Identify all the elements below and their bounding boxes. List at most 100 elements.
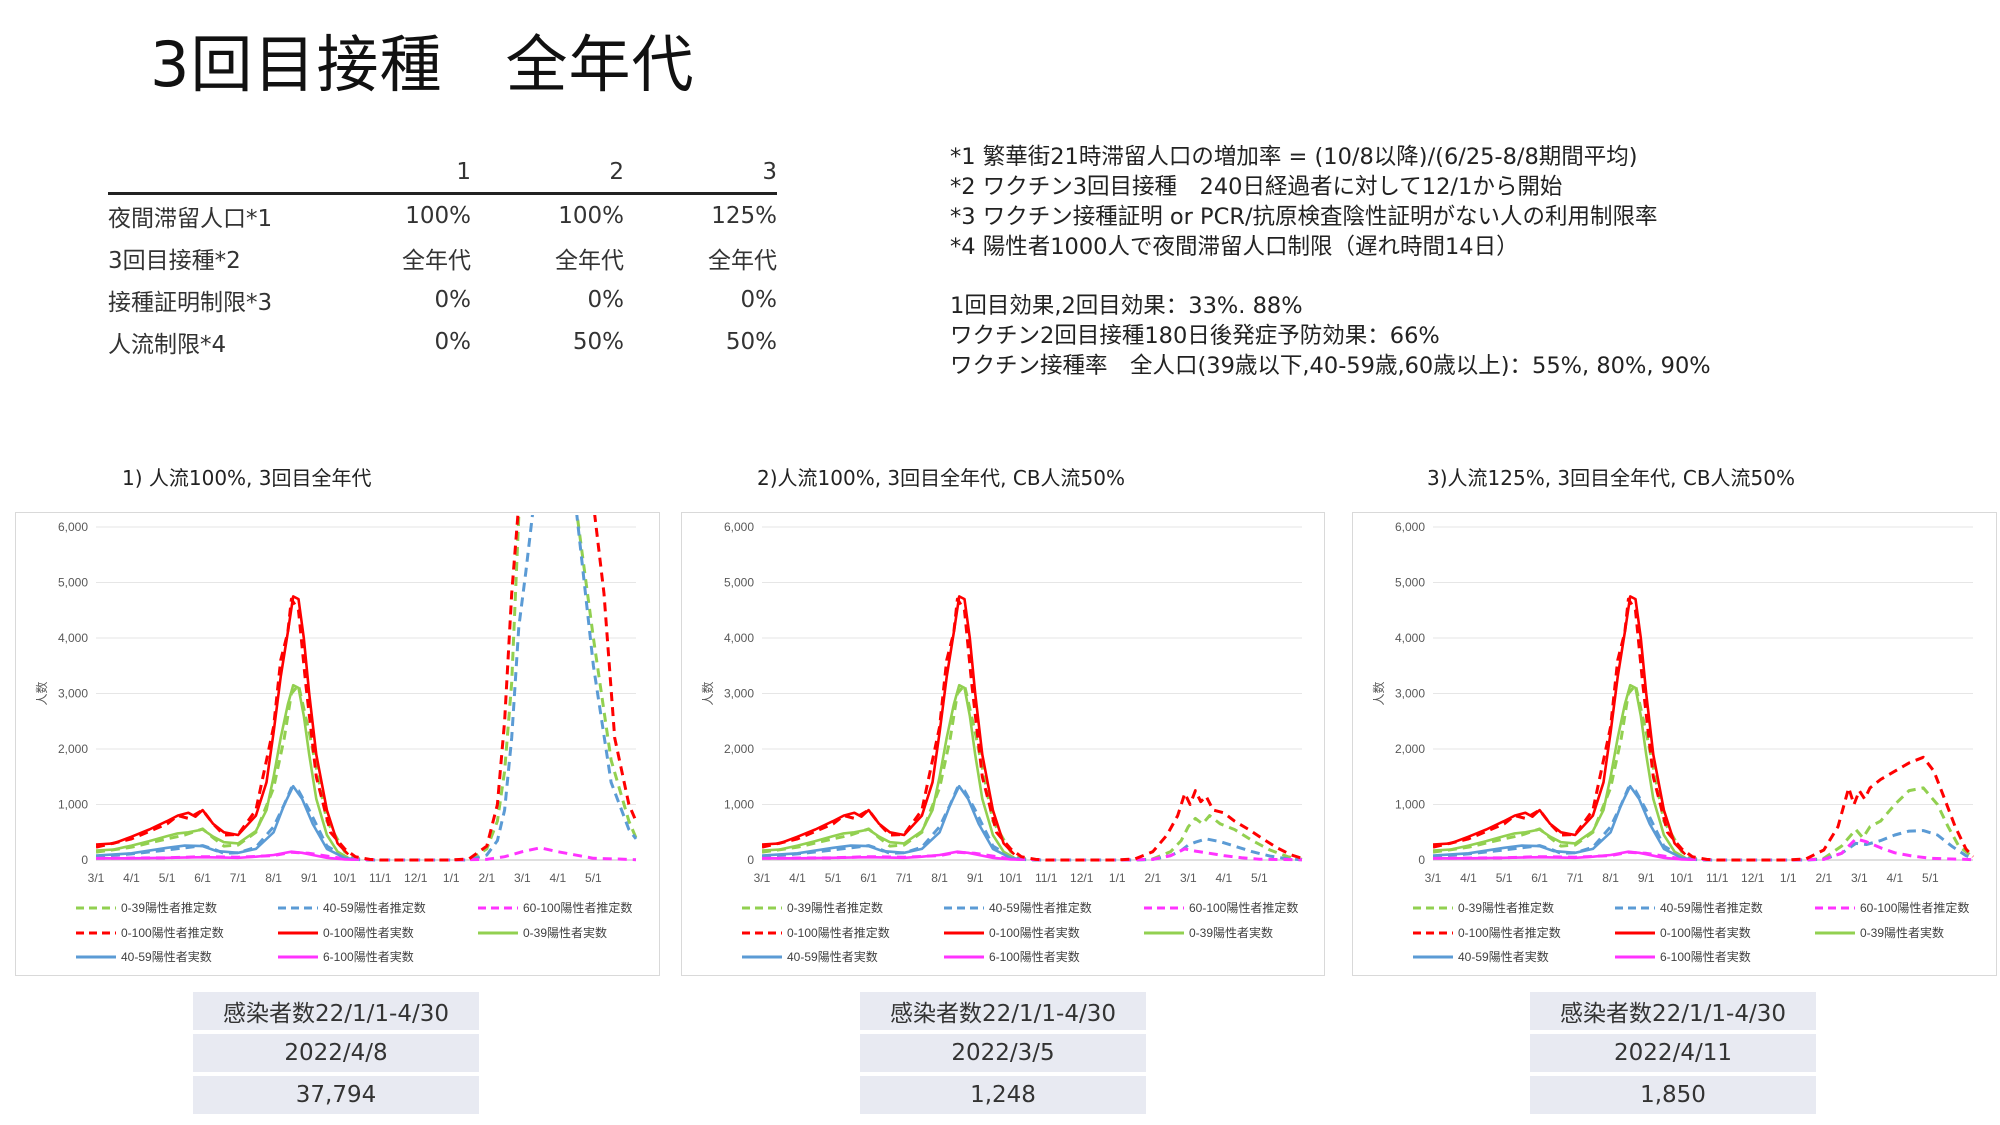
table-cell: 100%: [558, 203, 624, 229]
legend-label: 40-59陽性者実数: [121, 949, 212, 964]
x-tick-label: 10/1: [1670, 871, 1694, 885]
legend-label: 0-39陽性者実数: [1860, 925, 1944, 940]
x-tick-label: 4/1: [1215, 871, 1232, 885]
series-line: [1433, 784, 1693, 861]
x-tick-label: 4/1: [1460, 871, 1477, 885]
series-line: [1433, 837, 1974, 862]
x-tick-label: 6/1: [860, 871, 877, 885]
series-line: [96, 595, 350, 856]
infobox-count: 1,850: [1530, 1076, 1816, 1114]
note-line: *1 繁華街21時滞留人口の増加率 = (10/8以降)/(6/25-8/8期間…: [950, 144, 1638, 170]
y-tick-label: 5,000: [58, 576, 88, 590]
table-cell: 0%: [740, 287, 778, 313]
page-title: 3回目接種 全年代: [150, 28, 695, 101]
chart-svg: 0 1,000 2,000 3,000 4,000 5,000 6,000 3/1 4/1 5/1…: [1371, 520, 1975, 964]
table-cell: 50%: [572, 329, 624, 355]
column-header: 2: [471, 152, 624, 195]
table-cell: 100%: [405, 203, 471, 229]
legend-label: 0-100陽性者推定数: [787, 925, 890, 940]
x-tick-label: 8/1: [1602, 871, 1619, 885]
x-tick-label: 2/1: [1815, 871, 1832, 885]
legend-label: 0-100陽性者実数: [989, 925, 1080, 940]
series-line: [762, 784, 1022, 861]
table-cell: 全年代: [555, 248, 624, 274]
infobox-count: 37,794: [193, 1076, 479, 1114]
legend-label: 60-100陽性者推定数: [1189, 900, 1298, 915]
x-tick-label: 1/1: [1780, 871, 1797, 885]
y-tick-label: 1,000: [58, 798, 88, 812]
y-axis-label: 人数: [34, 681, 49, 705]
table-row: 夜間滞留人口*1 100% 100% 125%: [108, 194, 777, 238]
x-tick-label: 3/1: [514, 871, 531, 885]
y-tick-label: 6,000: [1395, 520, 1425, 534]
table-cell: 0%: [587, 287, 625, 313]
x-tick-label: 2/1: [478, 871, 495, 885]
legend-label: 0-100陽性者実数: [323, 925, 414, 940]
series-line: [96, 515, 638, 862]
note-line: ワクチン2回目接種180日後発症予防効果：66%: [950, 323, 1440, 349]
legend-label: 0-100陽性者推定数: [121, 925, 224, 940]
x-tick-label: 12/1: [404, 871, 428, 885]
x-tick-label: 6/1: [194, 871, 211, 885]
x-tick-label: 2/1: [1144, 871, 1161, 885]
x-tick-label: 1/1: [443, 871, 460, 885]
y-tick-label: 1,000: [724, 798, 754, 812]
chart-panel-3: 0 1,000 2,000 3,000 4,000 5,000 6,000 3/1 4/1 5/1…: [1352, 512, 1997, 976]
x-tick-label: 5/1: [825, 871, 842, 885]
y-tick-label: 1,000: [1395, 798, 1425, 812]
y-tick-label: 0: [81, 853, 88, 867]
note-line: ワクチン接種率 全人口(39歳以下,40-59歳,60歳以上)：55%, 80%…: [950, 353, 1711, 379]
infobox-header: 感染者数22/1/1-4/30: [1530, 992, 1816, 1030]
chart-title-3: 3)人流125%, 3回目全年代, CB人流50%: [1427, 466, 1795, 490]
legend-label: 0-39陽性者推定数: [787, 900, 883, 915]
legend-label: 60-100陽性者推定数: [523, 900, 632, 915]
x-tick-label: 12/1: [1070, 871, 1094, 885]
column-header: 3: [624, 152, 777, 195]
legend-label: 40-59陽性者推定数: [1660, 900, 1763, 915]
note-line: *2 ワクチン3回目接種 240日経過者に対して12/1から開始: [950, 174, 1563, 200]
x-tick-label: 7/1: [896, 871, 913, 885]
series-line: [762, 595, 1016, 856]
x-tick-label: 11/1: [1035, 871, 1058, 885]
params-header-row: 1 2 3: [108, 152, 777, 195]
y-tick-label: 4,000: [58, 631, 88, 645]
x-tick-label: 3/1: [754, 871, 771, 885]
series-line: [762, 847, 1303, 862]
y-tick-label: 0: [747, 853, 754, 867]
series-line: [96, 784, 356, 861]
series-line: [1433, 595, 1687, 856]
table-row: 人流制限*4 0% 50% 50%: [108, 321, 777, 363]
table-cell: 0%: [434, 287, 472, 313]
x-tick-label: 3/1: [1180, 871, 1197, 885]
series-line: [1433, 786, 1974, 862]
table-cell: 全年代: [402, 248, 471, 274]
x-tick-label: 9/1: [1638, 871, 1655, 885]
x-tick-label: 4/1: [789, 871, 806, 885]
x-tick-label: 1/1: [1109, 871, 1126, 885]
legend-label: 0-39陽性者推定数: [121, 900, 217, 915]
y-tick-label: 5,000: [724, 576, 754, 590]
y-tick-label: 2,000: [724, 742, 754, 756]
table-row: 接種証明制限*3 0% 0% 0%: [108, 279, 777, 321]
legend-label: 0-39陽性者実数: [523, 925, 607, 940]
table-row: 3回目接種*2 全年代 全年代 全年代: [108, 237, 777, 279]
row-label: 接種証明制限*3: [108, 290, 273, 316]
y-tick-label: 2,000: [58, 742, 88, 756]
legend-label: 60-100陽性者推定数: [1860, 900, 1969, 915]
y-tick-label: 3,000: [58, 687, 88, 701]
infobox-date: 2022/4/8: [193, 1034, 479, 1072]
infobox-header: 感染者数22/1/1-4/30: [193, 992, 479, 1030]
x-tick-label: 9/1: [967, 871, 984, 885]
x-tick-label: 7/1: [1567, 871, 1584, 885]
legend-label: 6-100陽性者実数: [1660, 949, 1751, 964]
infobox-count: 1,248: [860, 1076, 1146, 1114]
y-tick-label: 6,000: [58, 520, 88, 534]
row-label: 3回目接種*2: [108, 248, 241, 274]
column-header: 1: [318, 152, 471, 195]
params-table: 1 2 3 夜間滞留人口*1 100% 100% 125% 3回目接種*2 全年…: [108, 152, 777, 363]
series-line: [96, 683, 349, 859]
chart-panel-2: 0 1,000 2,000 3,000 4,000 5,000 6,000 3/1 4/1 5/1…: [681, 512, 1325, 976]
x-tick-label: 5/1: [1922, 871, 1939, 885]
infobox-date: 2022/4/11: [1530, 1034, 1816, 1072]
y-tick-label: 3,000: [724, 687, 754, 701]
